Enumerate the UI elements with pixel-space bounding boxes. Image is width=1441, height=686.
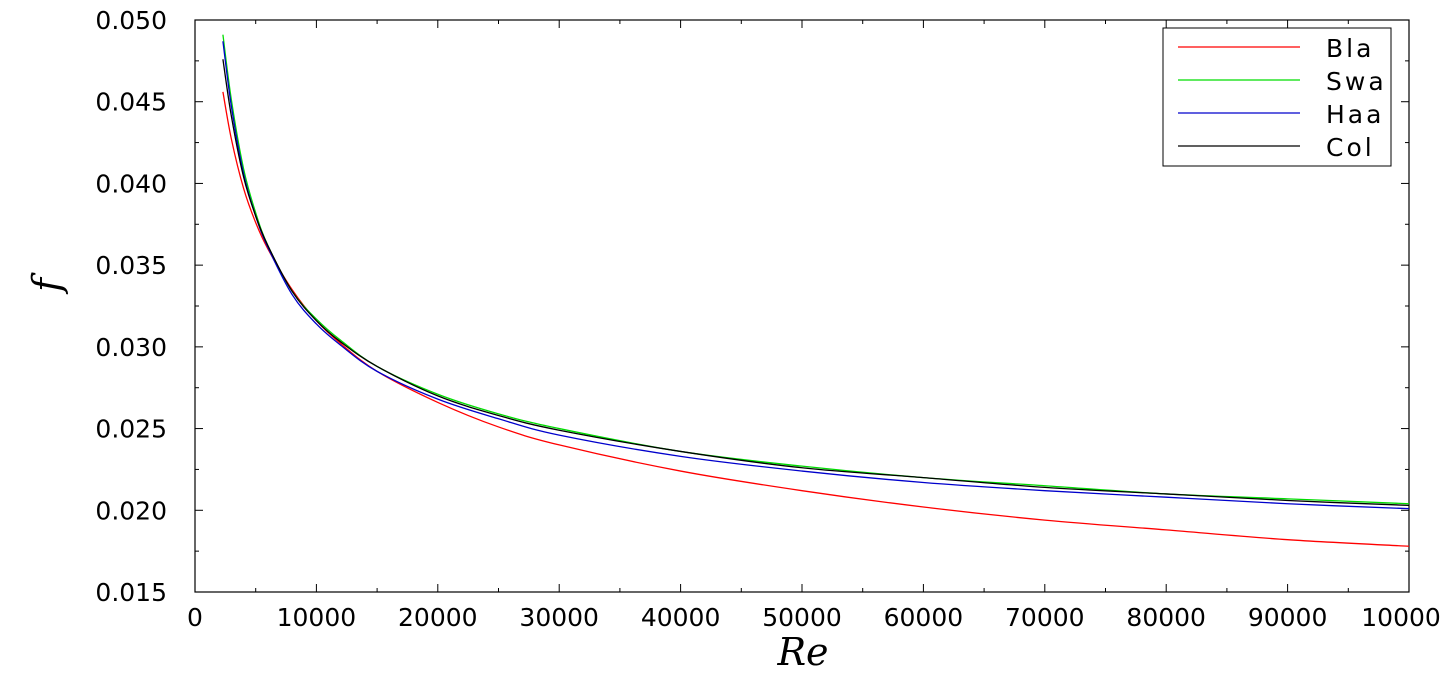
legend-box — [1162, 27, 1392, 167]
x-axis: 0 10000 20000 30000 40000 50000 60000 70000 8000… — [187, 20, 1441, 632]
x-tick-label: 60000 — [884, 603, 964, 632]
y-tick-label: 0.025 — [95, 415, 167, 444]
series-line-swa — [222, 34, 1410, 505]
x-tick-label: 10000 — [277, 603, 357, 632]
x-tick-label: 30000 — [519, 603, 599, 632]
x-tick-label: 90000 — [1248, 603, 1328, 632]
x-tick-label: 40000 — [641, 603, 721, 632]
x-tick-label: 100000 — [1361, 603, 1441, 632]
y-axis-title: f — [25, 272, 69, 295]
x-tick-label: 0 — [187, 603, 203, 632]
legend-label-swa: Swa — [1326, 67, 1387, 96]
x-tick-label: 80000 — [1126, 603, 1206, 632]
y-tick-label: 0.045 — [95, 88, 167, 117]
y-axis: 0.015 0.020 0.025 0.030 0.035 0.040 0.045 0.050 — [95, 6, 1409, 607]
series-lines — [222, 34, 1410, 547]
legend: Bla Swa Haa Col — [1162, 27, 1392, 167]
x-axis-title: Re — [776, 630, 828, 674]
x-tick-label: 20000 — [398, 603, 478, 632]
legend-label-haa: Haa — [1326, 100, 1384, 129]
y-tick-label: 0.015 — [95, 578, 167, 607]
legend-label-bla: Bla — [1326, 34, 1374, 63]
x-tick-label: 50000 — [762, 603, 842, 632]
y-tick-label: 0.035 — [95, 251, 167, 280]
series-line-col — [222, 59, 1410, 507]
legend-label-col: Col — [1326, 133, 1375, 162]
y-tick-label: 0.050 — [95, 6, 167, 35]
series-line-bla — [222, 91, 1410, 547]
x-tick-label: 70000 — [1005, 603, 1085, 632]
y-tick-label: 0.040 — [95, 169, 167, 198]
y-tick-label: 0.020 — [95, 496, 167, 525]
y-tick-label: 0.030 — [95, 333, 167, 362]
